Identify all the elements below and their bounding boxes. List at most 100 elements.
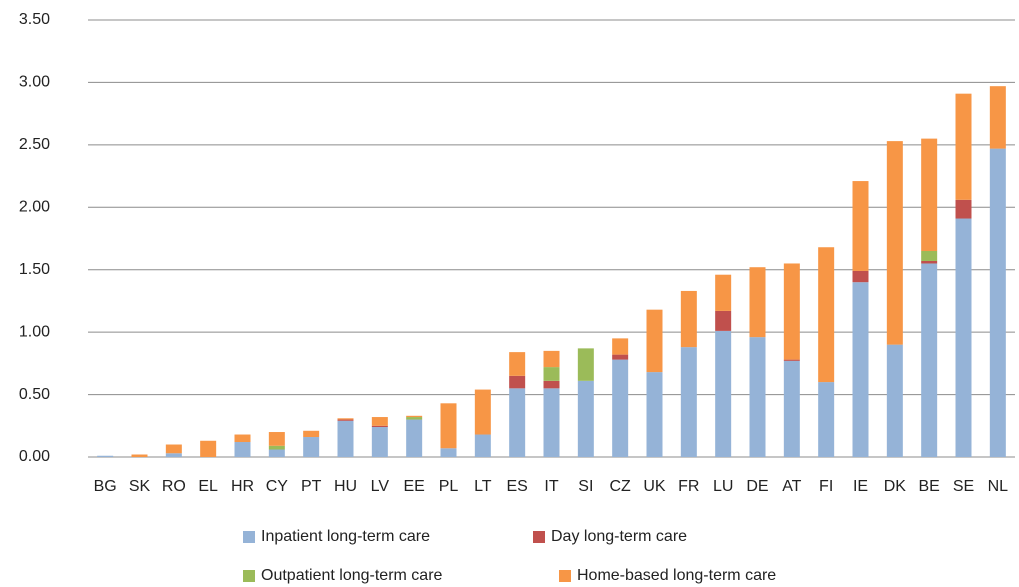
x-tick-label: NL (988, 478, 1009, 495)
bar-segment (783, 360, 800, 457)
bar-segment (921, 263, 938, 457)
x-tick-label: CY (266, 478, 289, 495)
bar-segment (749, 337, 766, 457)
bar-segment (268, 449, 285, 457)
bar-segment (852, 270, 869, 283)
bar-segment (131, 454, 148, 457)
bar-segment (715, 274, 732, 311)
x-tick-label: EE (403, 478, 424, 495)
bar-segment (612, 338, 629, 355)
bar-segment (955, 199, 972, 219)
bar-segment (646, 309, 663, 373)
y-tick-label: 0.00 (19, 448, 50, 465)
x-tick-label: FR (678, 478, 699, 495)
bar-segment (371, 427, 388, 457)
bar-segment (474, 389, 491, 435)
bar-segment (509, 388, 526, 457)
bar-segment (955, 93, 972, 200)
x-tick-label: BE (918, 478, 939, 495)
bar-segment (577, 380, 594, 457)
bar-segment (646, 372, 663, 457)
legend-swatch (243, 531, 255, 543)
bar-segment (509, 352, 526, 376)
bar-segment (165, 444, 182, 454)
x-tick-label: SI (578, 478, 593, 495)
x-tick-label: IE (853, 478, 868, 495)
bar-segment (303, 437, 320, 457)
bar-segment (440, 448, 457, 457)
bar-segment (268, 432, 285, 446)
x-tick-label: HU (334, 478, 357, 495)
x-tick-label: PT (301, 478, 322, 495)
x-tick-label: LU (713, 478, 733, 495)
bar-segment (715, 330, 732, 457)
bar-segment (852, 181, 869, 271)
bar-segment (921, 260, 938, 264)
bar-segment (200, 440, 217, 457)
bar-segment (543, 388, 560, 457)
bar-segment (268, 445, 285, 450)
x-tick-label: IT (544, 478, 558, 495)
bar-segment (371, 417, 388, 426)
bar-segment (680, 290, 697, 348)
x-tick-label: RO (162, 478, 186, 495)
bar-segment (989, 86, 1006, 149)
bar-segment (337, 418, 354, 420)
bar-segment (955, 218, 972, 457)
bar-segment (509, 375, 526, 389)
legend-label: Outpatient long-term care (261, 567, 443, 584)
bar-segment (886, 141, 903, 345)
x-tick-label: LV (371, 478, 390, 495)
bar-segment (406, 419, 423, 457)
bar-segment (921, 250, 938, 261)
y-tick-label: 2.50 (19, 136, 50, 153)
x-tick-label: DK (884, 478, 907, 495)
legend-swatch (243, 570, 255, 582)
bar-segment (783, 263, 800, 360)
x-tick-label: LT (474, 478, 492, 495)
bar-segment (234, 434, 251, 443)
y-tick-label: 3.00 (19, 74, 50, 91)
bar-segment (612, 359, 629, 457)
y-tick-label: 1.00 (19, 323, 50, 340)
bar-segment (406, 417, 423, 420)
x-tick-label: CZ (610, 478, 632, 495)
bar-segment (783, 359, 800, 361)
x-tick-label: ES (506, 478, 527, 495)
bar-segment (818, 247, 835, 383)
legend-label: Home-based long-term care (577, 567, 776, 584)
bar-segment (577, 348, 594, 381)
bar-segment (371, 425, 388, 428)
bar-segment (989, 148, 1006, 458)
x-tick-label: BG (94, 478, 117, 495)
y-tick-label: 1.50 (19, 261, 50, 278)
bar-segment (165, 453, 182, 457)
bar-segment (818, 382, 835, 457)
legend-label: Inpatient long-term care (261, 528, 430, 545)
bar-segment (886, 344, 903, 457)
bar-segment (543, 350, 560, 368)
x-tick-label: HR (231, 478, 254, 495)
legend-label: Day long-term care (551, 528, 687, 545)
x-tick-label: AT (782, 478, 801, 495)
bar-segment (337, 420, 354, 457)
bar-segment (303, 430, 320, 438)
bar-segment (337, 419, 354, 421)
bar-segment (749, 267, 766, 338)
x-tick-label: FI (819, 478, 833, 495)
x-tick-label: DE (746, 478, 768, 495)
bar-segment (474, 434, 491, 457)
x-tick-label: PL (439, 478, 459, 495)
x-tick-label: EL (198, 478, 218, 495)
bar-segment (612, 354, 629, 360)
legend-swatch (533, 531, 545, 543)
legend-swatch (559, 570, 571, 582)
bar-segment (680, 347, 697, 457)
bar-segment (440, 403, 457, 449)
x-tick-label: SK (129, 478, 151, 495)
bar-segment (715, 310, 732, 331)
y-tick-label: 0.50 (19, 386, 50, 403)
bar-segment (97, 455, 114, 457)
bar-segment (543, 367, 560, 381)
y-tick-label: 3.50 (19, 11, 50, 28)
